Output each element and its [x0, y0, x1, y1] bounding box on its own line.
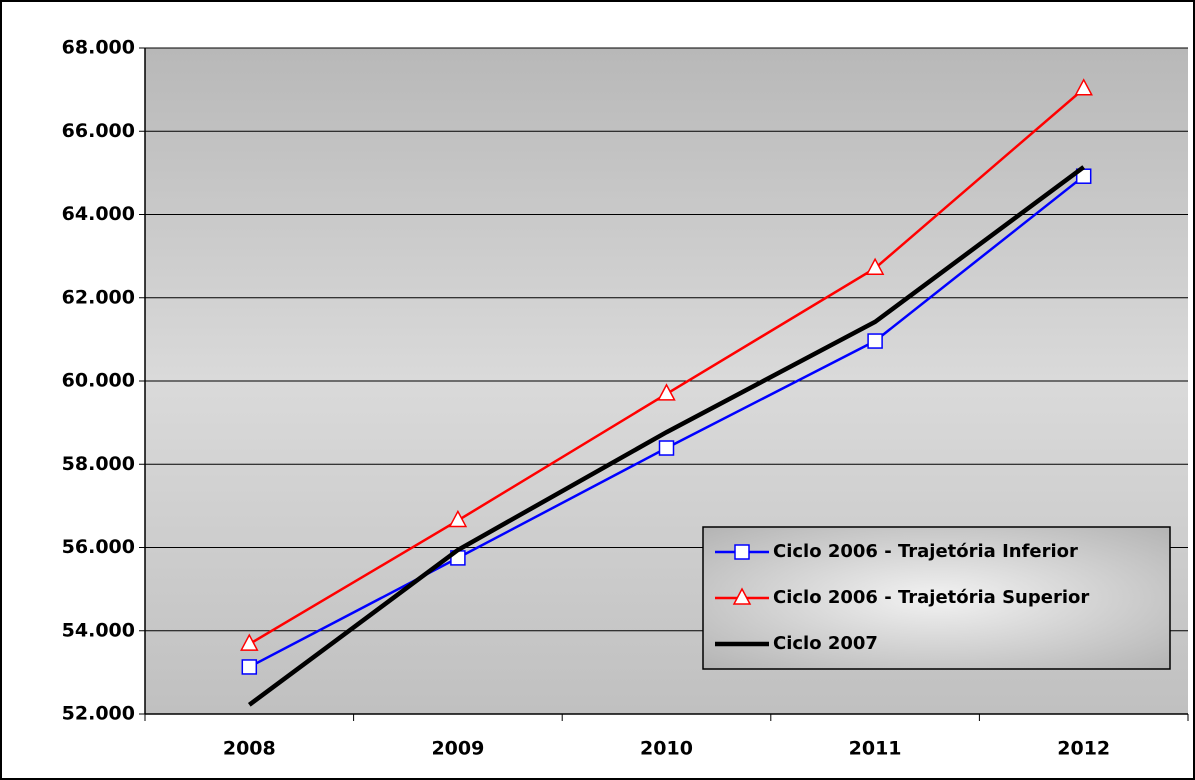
data-point	[448, 509, 468, 528]
legend-marker	[734, 544, 750, 560]
y-tick-label: 58.000	[62, 453, 135, 475]
data-point	[1074, 78, 1093, 96]
data-point	[241, 659, 258, 675]
legend-label: Ciclo 2007	[773, 633, 878, 654]
y-tick-label: 62.000	[62, 286, 135, 308]
x-tick-label: 2008	[223, 738, 276, 760]
x-tick-label: 2012	[1057, 738, 1110, 760]
series-line	[247, 165, 1086, 707]
legend-box	[702, 526, 1171, 670]
y-tick-label: 54.000	[62, 619, 135, 641]
x-tick-label: 2009	[431, 738, 484, 760]
y-tick-label: 52.000	[62, 703, 135, 725]
data-point	[657, 383, 676, 401]
data-point	[867, 333, 883, 349]
y-tick-label: 56.000	[62, 536, 135, 558]
x-tick-label: 2011	[849, 738, 902, 760]
data-point	[240, 633, 259, 651]
y-tick-label: 60.000	[62, 370, 135, 392]
legend-label: Ciclo 2006 - Trajetória Inferior	[773, 541, 1078, 562]
data-point	[658, 440, 675, 456]
legend-label: Ciclo 2006 - Trajetória Superior	[773, 587, 1089, 608]
x-tick-label: 2010	[640, 738, 693, 760]
legend-marker	[732, 587, 752, 605]
y-tick-label: 64.000	[62, 203, 135, 225]
legend: Ciclo 2006 - Trajetória Inferior Ciclo 20…	[702, 526, 1171, 670]
data-point	[865, 257, 885, 275]
y-tick-label: 68.000	[62, 37, 135, 59]
y-tick-label: 66.000	[62, 120, 135, 142]
